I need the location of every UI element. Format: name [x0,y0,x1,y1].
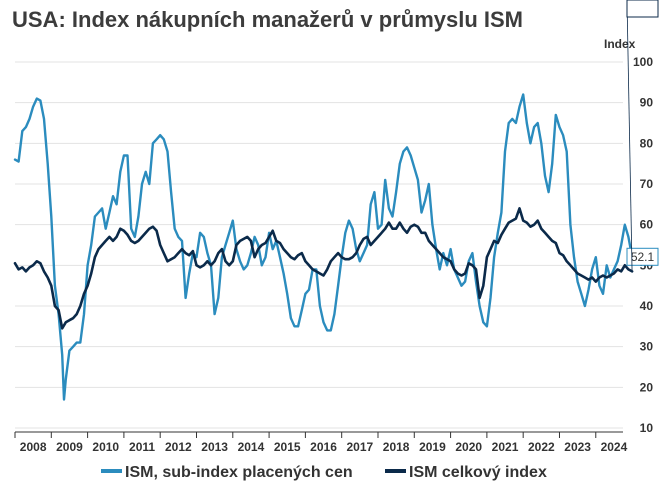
y-tick-label-40: 40 [640,299,654,313]
x-tick-label-2020: 2020 [455,440,482,454]
x-tick-label-2018: 2018 [383,440,410,454]
y-axis-unit-label: Index [604,37,636,51]
chart-title: USA: Index nákupních manažerů v průmyslu… [12,7,523,32]
end-label-box-0 [626,247,659,266]
x-tick-label-2010: 2010 [92,440,119,454]
x-tick-label-2014: 2014 [238,440,265,454]
x-tick-label-2009: 2009 [56,440,83,454]
x-tick-label-2024: 2024 [601,440,628,454]
series-line-0 [13,93,634,401]
x-tick-label-2008: 2008 [20,440,47,454]
y-tick-label-30: 30 [640,340,654,354]
end-label-leader-1 [626,0,633,272]
x-tick-label-2021: 2021 [492,440,519,454]
y-tick-label-10: 10 [640,421,654,435]
x-tick-label-2019: 2019 [419,440,446,454]
x-tick-label-2022: 2022 [528,440,555,454]
y-tick-label-100: 100 [633,55,653,69]
legend: ISM, sub-index placených cen ISM celkový… [101,464,547,481]
end-label-box-1 [626,0,659,18]
x-axis: 2008 2009 2010 2011 2012 2013 2014 2015 2016 2017… [14,431,628,454]
legend-label-prices: ISM, sub-index placených cen [125,464,353,481]
legend-label-ism: ISM celkový index [409,464,547,481]
y-tick-label-90: 90 [640,96,654,110]
y-tick-label-20: 20 [640,380,654,394]
end-labels: 52.1 48.5 [626,0,659,272]
y-tick-label-70: 70 [640,177,654,191]
end-label-text-1: 48.5 [631,0,655,3]
x-tick-label-2011: 2011 [129,440,155,454]
x-tick-label-2012: 2012 [165,440,192,454]
x-tick-label-2015: 2015 [274,440,301,454]
grid [15,61,623,429]
y-tick-label-60: 60 [640,218,654,232]
y-axis: 102030405060708090100 [633,55,653,435]
end-label-text-0: 52.1 [631,250,655,264]
x-tick-label-2023: 2023 [564,440,591,454]
series-line-1 [13,207,634,330]
x-tick-label-2013: 2013 [201,440,228,454]
series-lines [13,93,634,401]
x-tick-label-2017: 2017 [346,440,373,454]
y-tick-label-80: 80 [640,136,654,150]
x-tick-label-2016: 2016 [310,440,337,454]
